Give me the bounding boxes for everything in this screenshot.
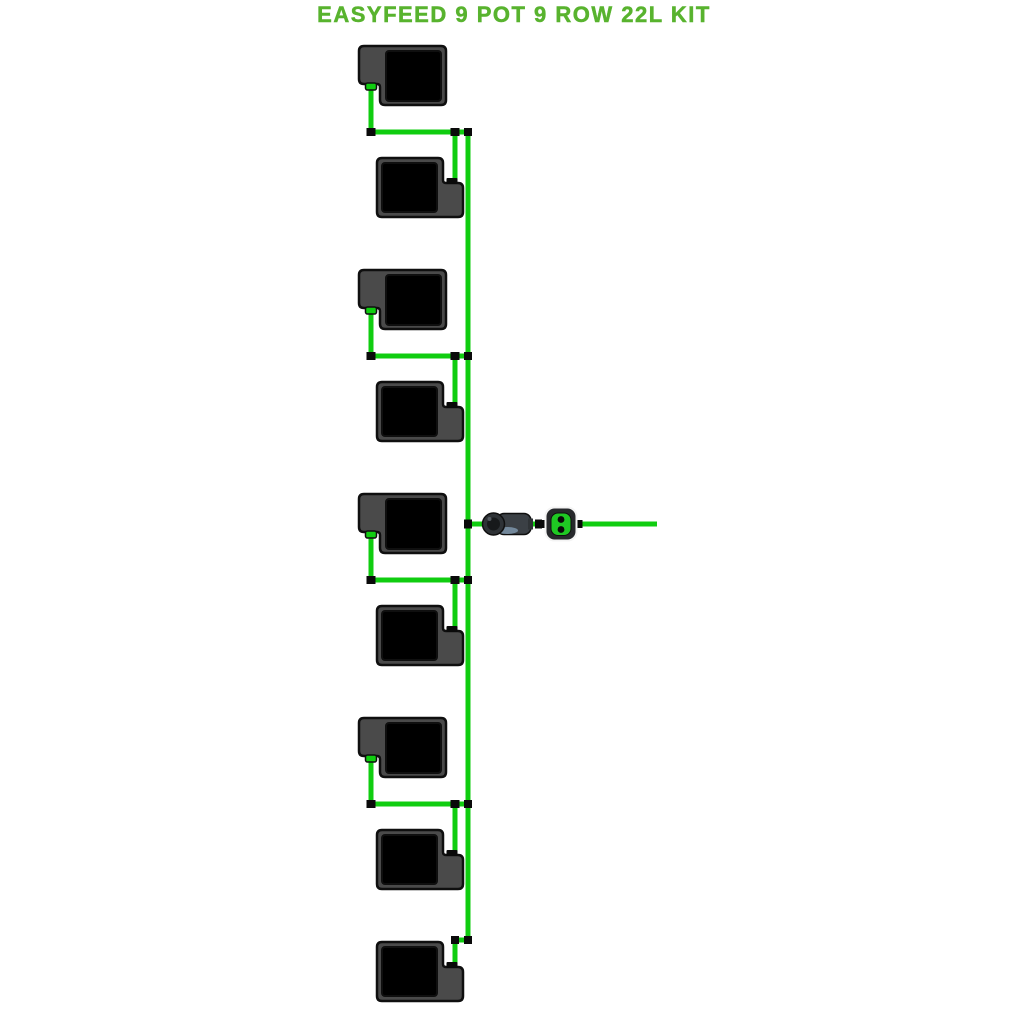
pot-8	[375, 828, 465, 891]
elbow-fitting	[366, 800, 376, 808]
pot-outlet-tube	[368, 536, 374, 583]
inlet-fitting	[446, 178, 458, 184]
pot-inlet-tube	[452, 801, 458, 851]
pot-cavity	[385, 50, 442, 102]
pot-cavity	[381, 834, 438, 885]
inline-fitting	[535, 519, 542, 529]
valve-right-tab	[575, 520, 583, 528]
pot-inlet-tube	[452, 940, 458, 963]
pot-inlet-tube	[452, 577, 458, 627]
pot-outlet-tube	[368, 312, 374, 359]
inline-connector	[481, 512, 533, 536]
main-line-tee-fitting	[464, 800, 472, 808]
pot-9	[375, 940, 465, 1003]
tee-fitting	[450, 800, 460, 808]
elbow-fitting	[366, 576, 376, 584]
pot-cavity	[381, 946, 438, 997]
outlet-grommet	[364, 306, 378, 315]
tee-fitting	[450, 128, 460, 136]
main-line-tee-fitting	[464, 128, 472, 136]
valve-port-bottom	[557, 526, 565, 533]
pot-6	[375, 604, 465, 667]
pot-cavity	[381, 162, 438, 213]
connector-barb	[528, 518, 533, 530]
elbow-fitting	[464, 936, 472, 944]
pot-cavity	[385, 722, 442, 774]
valve-port-top	[557, 516, 565, 523]
pot-2	[375, 156, 465, 219]
valve-face	[550, 512, 572, 536]
pot-cavity	[381, 386, 438, 437]
pot-outlet-tube	[368, 760, 374, 807]
components-layer	[481, 506, 583, 542]
elbow-fitting	[451, 936, 459, 944]
pot-inlet-tube	[452, 353, 458, 403]
valve-unit	[539, 506, 583, 542]
main-line-tee-fitting	[464, 519, 472, 529]
pot-1	[357, 44, 448, 107]
inlet-fitting	[446, 402, 458, 408]
main-line-jog	[452, 937, 471, 943]
pot-outlet-tube	[368, 88, 374, 135]
pot-5	[357, 492, 448, 555]
inlet-fitting	[446, 962, 458, 968]
row-feed-run	[368, 353, 471, 359]
row-feed-run	[368, 129, 471, 135]
elbow-fitting	[366, 128, 376, 136]
inlet-fitting	[446, 850, 458, 856]
pot-cavity	[381, 610, 438, 661]
main-line-tee-fitting	[464, 576, 472, 584]
pot-4	[375, 380, 465, 443]
tee-fitting	[450, 352, 460, 360]
main-feed-line	[465, 129, 471, 943]
tee-fitting	[450, 576, 460, 584]
outlet-grommet	[364, 530, 378, 539]
elbow-fitting	[366, 352, 376, 360]
row-feed-run	[368, 577, 471, 583]
connector-cap-highlight	[487, 517, 492, 521]
valve-left-tab	[539, 520, 547, 528]
pot-inlet-tube	[452, 129, 458, 179]
main-line-tee-fitting	[464, 352, 472, 360]
pot-3	[357, 268, 448, 331]
pot-cavity	[385, 498, 442, 550]
pot-7	[357, 716, 448, 779]
pot-cavity	[385, 274, 442, 326]
pots-layer	[357, 44, 465, 1003]
outlet-grommet	[364, 82, 378, 91]
outlet-grommet	[364, 754, 378, 763]
inlet-fitting	[446, 626, 458, 632]
row-feed-run	[368, 801, 471, 807]
kit-title: EASYFEED 9 POT 9 ROW 22L KIT	[317, 2, 711, 28]
fittings-layer	[366, 128, 542, 944]
